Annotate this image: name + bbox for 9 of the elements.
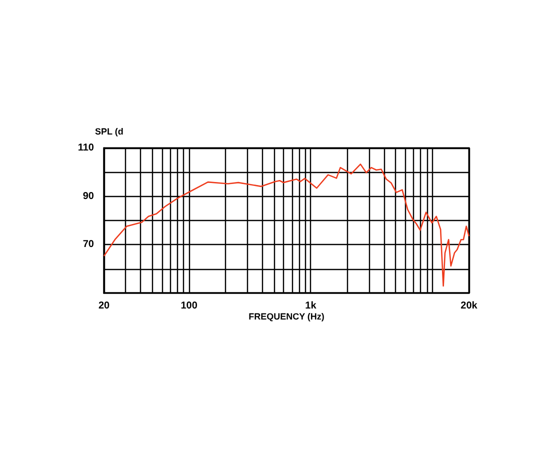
y-tick-label: 70 xyxy=(82,239,94,250)
x-tick-label: 20 xyxy=(98,300,110,312)
y-tick-label: 110 xyxy=(78,142,94,154)
x-tick-label: 100 xyxy=(180,300,198,312)
y-axis-title: SPL (d xyxy=(95,126,124,136)
y-tick-label: 90 xyxy=(82,190,94,202)
x-axis-title: FREQUENCY (Hz) xyxy=(248,311,324,322)
x-tick-label: 20k xyxy=(460,300,478,312)
x-tick-label: 1k xyxy=(305,300,317,312)
